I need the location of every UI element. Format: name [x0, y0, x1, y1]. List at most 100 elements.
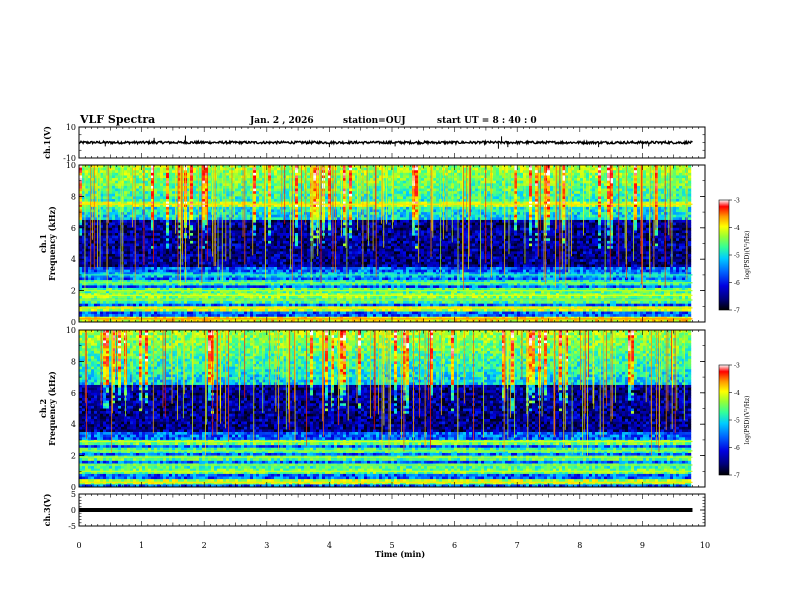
ch1-spectrogram-cell: [217, 170, 221, 174]
ch1-spectrogram-cell: [130, 277, 134, 281]
ch1-spectrogram-cell: [109, 199, 113, 202]
ch1-spectrogram-cell: [172, 301, 176, 304]
ch1-spectrogram-cell: [148, 282, 152, 286]
ch1-spectrogram-cell: [145, 196, 149, 200]
ch1-spectrogram-cell: [124, 222, 128, 226]
ch1-spectrogram-cell: [124, 165, 128, 168]
ch1-spectrogram-cell: [265, 303, 269, 307]
ch1-spectrogram-cell: [94, 183, 98, 187]
ch1-spectrogram-cell: [100, 316, 104, 320]
ch1-spectrogram-cell: [229, 212, 233, 216]
ch1-spectrogram-cell: [133, 212, 137, 216]
ch1-spectrogram-cell: [88, 264, 92, 268]
ch1-spectrogram-cell: [235, 217, 239, 221]
ch1-spectrogram-cell: [277, 227, 281, 231]
ch1-spectrogram-cell: [151, 235, 155, 239]
ch1-spectrogram-cell: [187, 206, 191, 210]
ch1-spectrogram-cell: [130, 272, 134, 276]
ch1-spectrogram-cell: [271, 301, 275, 304]
ch1-spectrogram-cell: [217, 319, 221, 323]
ch1-spectrogram-cell: [280, 277, 284, 281]
ch1-spectrogram-cell: [169, 287, 173, 291]
ch1-spectrogram-cell: [238, 314, 242, 318]
ch1-spectrogram-cell: [91, 311, 95, 315]
ch1-spectrogram-cell: [112, 167, 116, 171]
ch1-spectrogram-cell: [238, 196, 242, 200]
ch1-spectrogram-cell: [148, 191, 152, 195]
ch1-spectrogram-cell: [85, 222, 89, 226]
ch1-spectrogram-cell: [154, 267, 158, 270]
ch1-spectrogram-cell: [304, 251, 308, 255]
ch1-spectrogram-cell: [172, 240, 176, 244]
ch1-spectrogram-cell: [304, 285, 308, 289]
ch1-spectrogram-cell: [250, 246, 254, 250]
ch1-spectrogram-cell: [229, 193, 233, 197]
ch1-spectrogram-cell: [88, 188, 92, 192]
ch1-spectrogram-cell: [184, 295, 188, 299]
ch1-spectrogram-cell: [193, 295, 197, 299]
ch1-spectrogram-cell: [97, 274, 101, 278]
ch1-spectrogram-cell: [103, 264, 107, 268]
ch1-spectrogram-cell: [172, 191, 176, 195]
ch1-spectrogram-cell: [232, 167, 236, 171]
ch1-spectrogram-cell: [226, 199, 230, 202]
ch1-spectrogram-cell: [136, 308, 140, 312]
ch1-spectrogram-cell: [172, 217, 176, 221]
ch1-spectrogram-cell: [160, 240, 164, 244]
ch1-spectrogram-cell: [112, 272, 116, 276]
ch1-spectrogram-cell: [130, 235, 134, 239]
ch1-spectrogram-cell: [277, 290, 281, 294]
ch1-spectrogram-cell: [217, 290, 221, 294]
ch1-spectrogram-cell: [112, 248, 116, 252]
ch1-spectrogram-cell: [109, 206, 113, 210]
ch1-spectrogram-cell: [226, 269, 230, 273]
ch1-spectrogram-cell: [160, 243, 164, 247]
ch1-spectrogram-cell: [103, 201, 107, 205]
ch1-spectrogram-cell: [286, 170, 290, 174]
ch1-spectrogram-cell: [175, 199, 179, 202]
ch1-spectrogram-cell: [271, 277, 275, 281]
ch1-spectrogram-cell: [133, 314, 137, 318]
ch1-spectrogram-cell: [181, 259, 185, 263]
ch1-spectrogram-cell: [256, 214, 260, 218]
ch1-spectrogram-cell: [130, 170, 134, 174]
ch1-spectrogram-cell: [199, 285, 203, 289]
ch1-spectrogram-cell: [214, 316, 218, 320]
ch1-spectrogram-cell: [271, 256, 275, 260]
ch1-spectrogram-cell: [196, 222, 200, 226]
ch1-spectrogram-cell: [205, 301, 209, 304]
ch1-spectrogram-cell: [271, 282, 275, 286]
ch1-spectrogram-cell: [211, 277, 215, 281]
ch1-spectrogram-cell: [265, 243, 269, 247]
ch1-spectrogram-cell: [220, 172, 224, 176]
ch1-spectrogram-cell: [229, 191, 233, 195]
ch1-spectrogram-cell: [154, 264, 158, 268]
ch1-spectrogram-cell: [205, 199, 209, 202]
ch1-spectrogram-cell: [229, 246, 233, 250]
ch1-spectrogram-cell: [106, 172, 110, 176]
ch1-spectrogram-cell: [250, 233, 254, 236]
ch1-spectrogram-cell: [274, 188, 278, 192]
ch1-spectrogram-cell: [91, 274, 95, 278]
ch1-spectrogram-cell: [268, 178, 272, 181]
ch1-spectrogram-cell: [217, 238, 221, 242]
ch1-spectrogram-cell: [160, 264, 164, 268]
ch1-spectrogram-cell: [139, 293, 143, 297]
ch1-spectrogram-cell: [169, 191, 173, 195]
ch1-spectrogram-cell: [154, 165, 158, 168]
ch1-spectrogram-cell: [235, 183, 239, 187]
ch1-spectrogram-cell: [217, 261, 221, 265]
ch1-spectrogram-cell: [118, 277, 122, 281]
ch1-spectrogram-cell: [196, 185, 200, 189]
ch1-spectrogram-cell: [187, 272, 191, 276]
ch1-spectrogram-cell: [82, 185, 86, 189]
ch1-spectrogram-cell: [205, 183, 209, 187]
ch1-spectrogram-cell: [151, 178, 155, 181]
ch1-spectrogram-cell: [85, 178, 89, 181]
ch1-spectrogram-cell: [256, 314, 260, 318]
ch1-spectrogram-cell: [250, 201, 254, 205]
ch1-spectrogram-cell: [109, 243, 113, 247]
ch1-spectrogram-cell: [148, 175, 152, 179]
ch1-spectrogram-cell: [274, 243, 278, 247]
ch1-spectrogram-cell: [247, 191, 251, 195]
